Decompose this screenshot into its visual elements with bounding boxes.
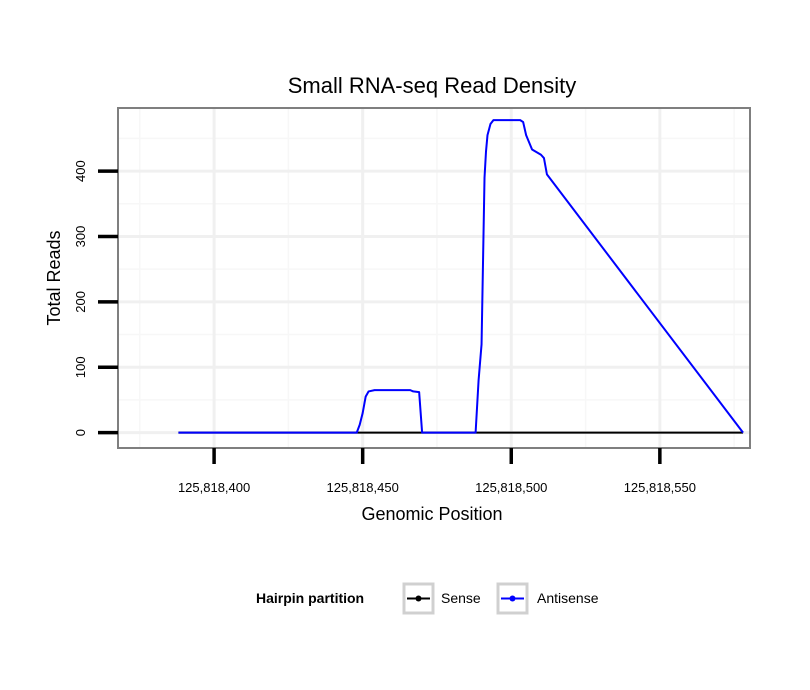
y-tick-label: 0 xyxy=(73,429,88,436)
y-tick-label: 300 xyxy=(73,226,88,248)
legend-point-antisense xyxy=(509,595,516,602)
series-line-antisense xyxy=(178,119,744,434)
x-axis: 125,818,400 125,818,450 125,818,500 125,818… xyxy=(178,448,696,495)
y-tick-label: 200 xyxy=(73,291,88,313)
grid xyxy=(119,109,749,447)
y-axis-label: Total Reads xyxy=(44,230,64,325)
legend-label-antisense: Antisense xyxy=(537,590,599,606)
chart-title: Small RNA-seq Read Density xyxy=(288,73,577,98)
legend-entry-antisense: Antisense xyxy=(496,582,599,615)
x-axis-label: Genomic Position xyxy=(361,504,502,524)
y-tick-label: 100 xyxy=(73,356,88,378)
y-axis: 0 100 200 300 400 xyxy=(73,160,118,436)
x-tick-label: 125,818,400 xyxy=(178,480,250,495)
x-tick-label: 125,818,450 xyxy=(327,480,399,495)
series-layer xyxy=(178,119,744,434)
legend: Hairpin partition Sense Antisense xyxy=(256,582,599,615)
x-tick-label: 125,818,500 xyxy=(475,480,547,495)
y-tick-label: 400 xyxy=(73,160,88,182)
legend-title: Hairpin partition xyxy=(256,590,364,606)
x-tick-label: 125,818,550 xyxy=(624,480,696,495)
legend-point-sense xyxy=(415,595,422,602)
legend-entry-sense: Sense xyxy=(402,582,481,615)
plot-panel-border xyxy=(117,107,751,449)
legend-label-sense: Sense xyxy=(441,590,481,606)
